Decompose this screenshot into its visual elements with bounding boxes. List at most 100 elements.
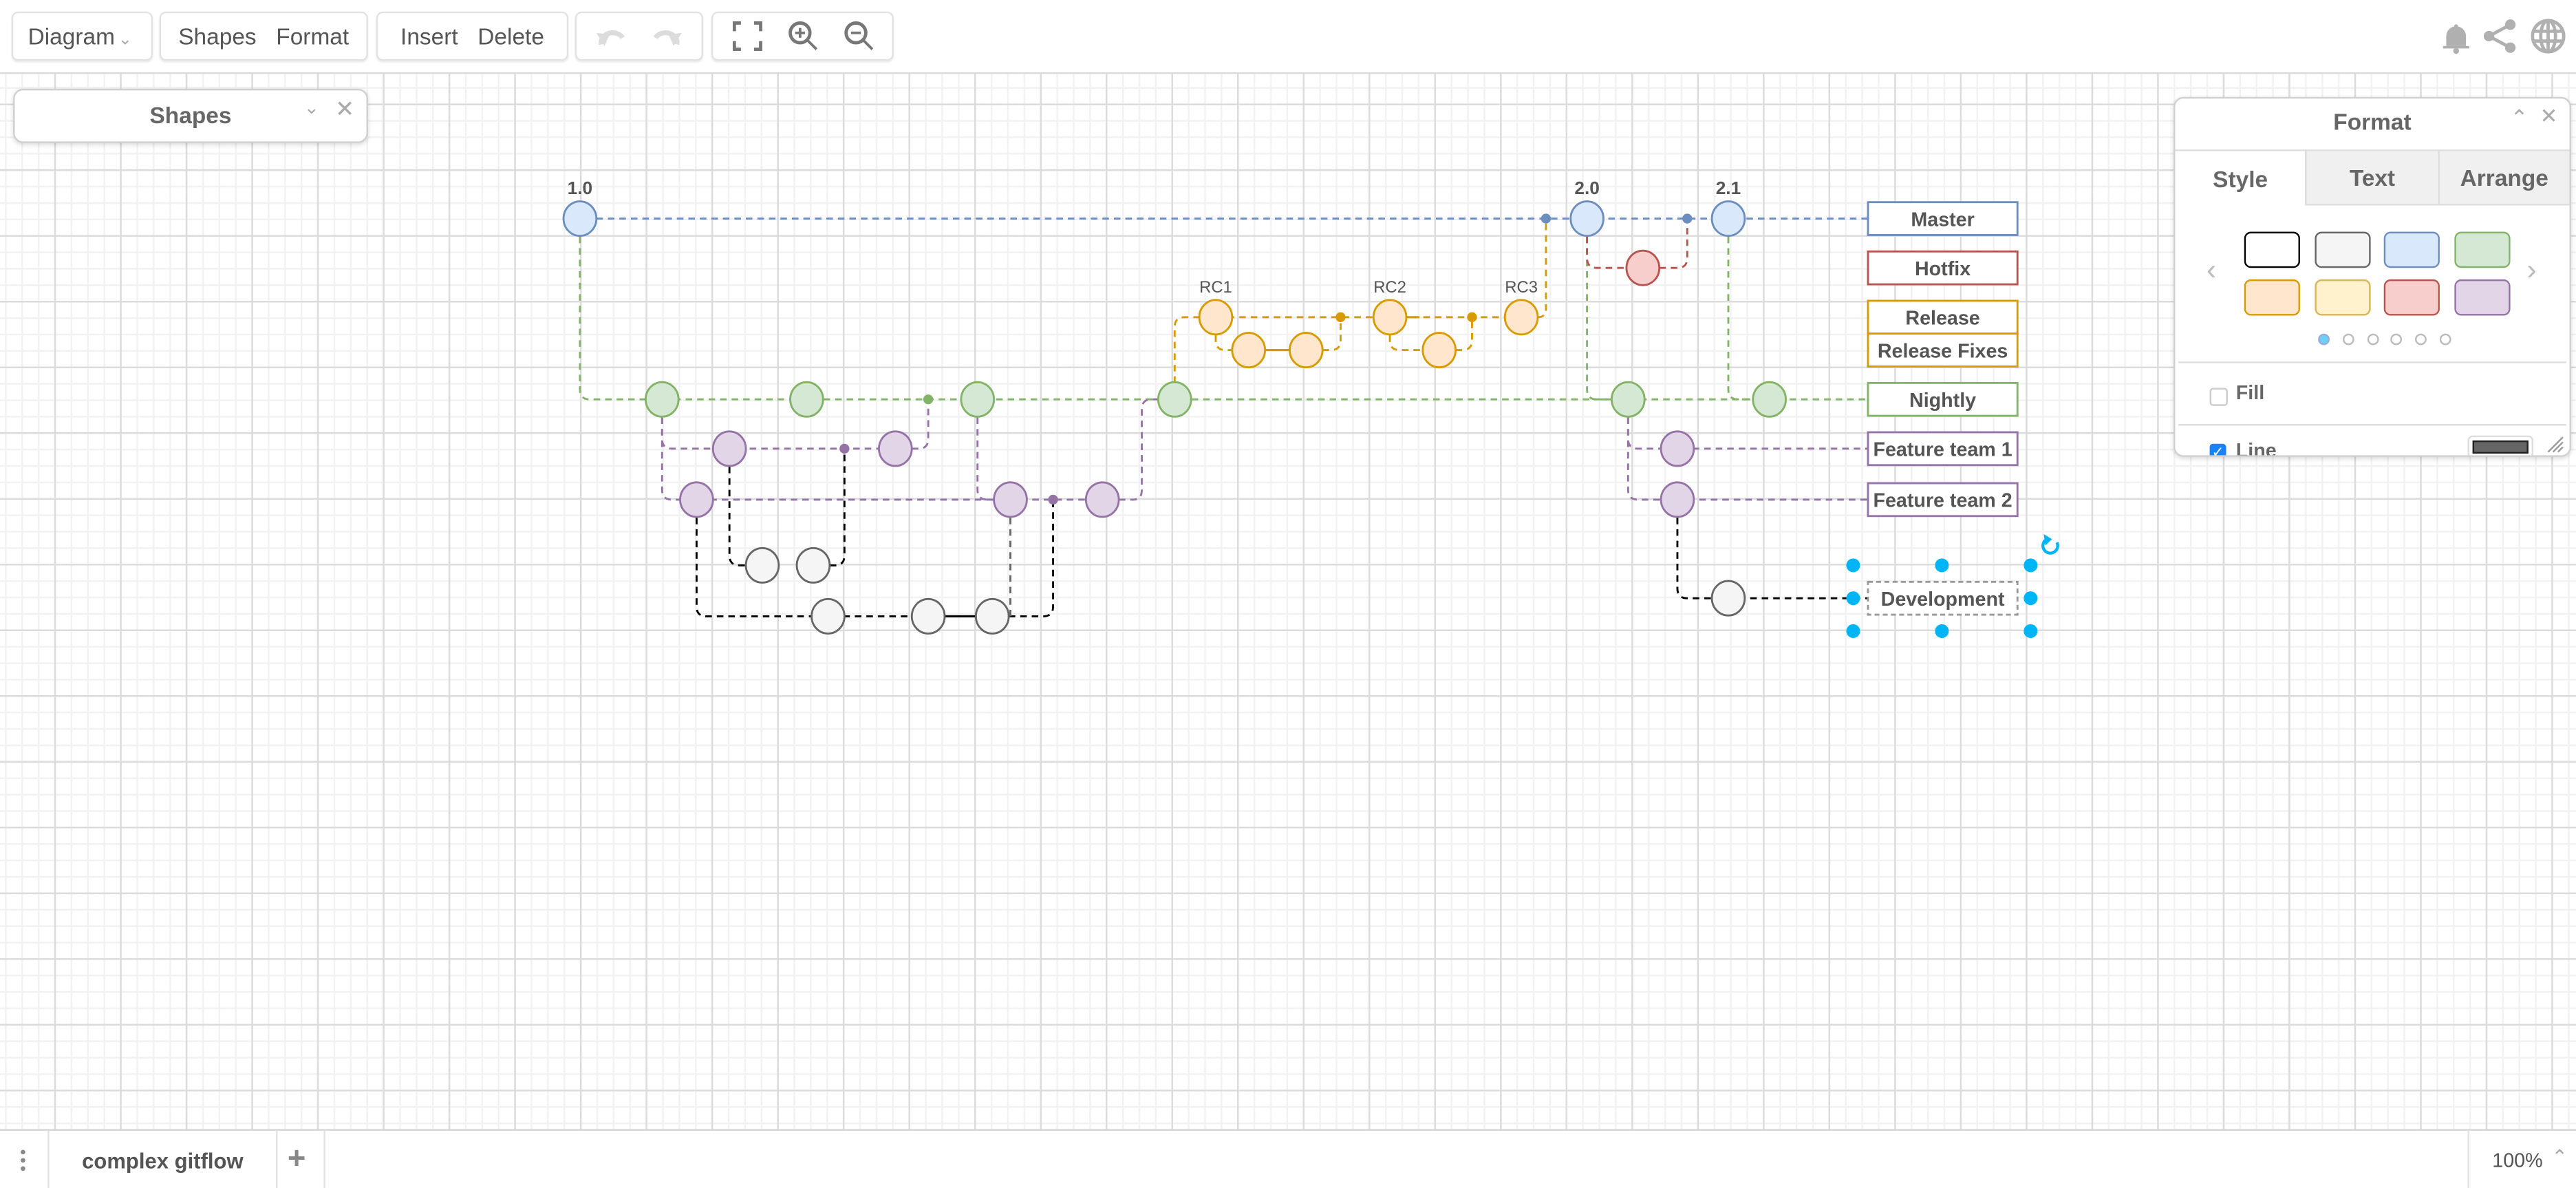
edge-dev-1[interactable]	[728, 448, 846, 566]
resize-handle[interactable]	[2024, 558, 2038, 573]
shapes-toggle-button[interactable]: Shapes	[178, 23, 257, 50]
close-icon[interactable]: ✕	[2540, 103, 2558, 129]
style-swatch[interactable]	[2383, 279, 2440, 316]
insert-button[interactable]: Insert	[400, 23, 458, 50]
chevron-down-icon[interactable]: ⌄	[303, 98, 319, 118]
zoom-out-icon[interactable]	[830, 20, 886, 53]
branch-box-nightly[interactable]	[1867, 381, 2019, 417]
chevron-up-icon[interactable]: ⌃	[2510, 105, 2529, 130]
nightly-commit[interactable]	[1157, 381, 1192, 418]
tab-text[interactable]: Text	[2305, 151, 2438, 206]
undo-icon[interactable]	[583, 23, 639, 49]
edge-nightly[interactable]	[579, 236, 1868, 401]
style-swatch[interactable]	[2454, 279, 2510, 316]
edge-feature-team-2[interactable]	[661, 398, 1159, 501]
edge-release-fixes-1[interactable]	[1214, 317, 1342, 352]
delete-button[interactable]: Delete	[477, 23, 544, 50]
edge-dev-2[interactable]	[695, 499, 1055, 617]
zoom-level[interactable]: 100%	[2492, 1149, 2543, 1172]
style-swatch[interactable]	[2244, 231, 2300, 268]
release-commit-rc3[interactable]	[1503, 299, 1539, 336]
feature-team-1-commit[interactable]	[1660, 430, 1695, 467]
dev-commit[interactable]	[1710, 580, 1746, 617]
dev-commit[interactable]	[811, 597, 846, 635]
tab-style[interactable]: Style	[2175, 151, 2306, 206]
bell-icon[interactable]	[2441, 21, 2471, 63]
branch-box-hotfix[interactable]	[1867, 250, 2019, 286]
style-swatch[interactable]	[2314, 279, 2370, 316]
merge-dot[interactable]	[1467, 312, 1477, 323]
branch-box-feature-team-2[interactable]	[1867, 482, 2019, 518]
hotfix-commit[interactable]	[1625, 249, 1661, 286]
release-fix-commit[interactable]	[1421, 332, 1457, 369]
page-dot[interactable]	[2366, 333, 2379, 346]
style-swatch[interactable]	[2314, 231, 2370, 268]
style-swatch[interactable]	[2244, 279, 2300, 316]
page-tab-complex-gitflow[interactable]: complex gitflow	[47, 1130, 278, 1188]
edge-nightly-to-ft2[interactable]	[976, 417, 994, 501]
release-fix-commit[interactable]	[1231, 332, 1267, 369]
edge-feature-team-1[interactable]	[661, 399, 930, 450]
page-dot[interactable]	[2342, 333, 2354, 346]
resize-handle[interactable]	[1846, 591, 1860, 606]
zoom-in-icon[interactable]	[775, 20, 830, 53]
fill-checkbox[interactable]	[2209, 388, 2228, 406]
merge-dot[interactable]	[839, 443, 850, 454]
nightly-commit[interactable]	[960, 381, 996, 418]
edge-2-0-to-nightly[interactable]	[1586, 236, 1612, 401]
globe-icon[interactable]	[2530, 18, 2566, 62]
edge-ft2-right[interactable]	[1627, 417, 1868, 501]
redo-icon[interactable]	[639, 23, 695, 49]
edge-release[interactable]	[1173, 218, 1547, 383]
chevron-down-icon[interactable]: ⌄	[118, 30, 132, 49]
feature-team-2-commit[interactable]	[993, 481, 1028, 518]
fullscreen-icon[interactable]	[719, 21, 775, 52]
edge-ft1-right[interactable]	[1627, 417, 1868, 450]
master-commit-1-0[interactable]	[562, 200, 598, 237]
nightly-commit[interactable]	[1752, 381, 1787, 418]
edge-2-1-to-nightly[interactable]	[1727, 236, 1753, 401]
edge-release-fixes-2[interactable]	[1388, 317, 1473, 352]
merge-dot[interactable]	[1541, 213, 1552, 224]
master-commit-2-0[interactable]	[1569, 200, 1604, 237]
line-color-button[interactable]	[2467, 435, 2533, 456]
feature-team-2-commit[interactable]	[1084, 481, 1120, 518]
branch-box-development[interactable]	[1867, 580, 2019, 616]
rotate-handle-icon[interactable]	[2041, 534, 2059, 555]
feature-team-1-commit[interactable]	[711, 430, 747, 467]
page-dot[interactable]	[2439, 333, 2451, 346]
resize-handle[interactable]	[1935, 558, 1949, 573]
feature-team-1-commit[interactable]	[878, 430, 913, 467]
merge-dot[interactable]	[923, 394, 934, 405]
resize-grip-icon[interactable]	[2546, 432, 2564, 455]
branch-box-feature-team-1[interactable]	[1867, 431, 2019, 467]
release-commit-rc1[interactable]	[1198, 299, 1234, 336]
edge-development[interactable]	[1676, 518, 1868, 600]
chevron-up-icon[interactable]: ⌃	[2551, 1145, 2568, 1169]
add-page-icon[interactable]: +	[287, 1142, 306, 1177]
dev-commit[interactable]	[974, 597, 1010, 635]
edge-hotfix[interactable]	[1586, 218, 1688, 269]
resize-handle[interactable]	[1846, 558, 1860, 573]
merge-dot[interactable]	[1335, 312, 1346, 323]
resize-handle[interactable]	[2024, 591, 2038, 606]
resize-handle[interactable]	[2024, 624, 2038, 638]
nightly-commit[interactable]	[789, 381, 824, 418]
release-commit-rc2[interactable]	[1372, 299, 1408, 336]
resize-handle[interactable]	[1846, 624, 1860, 638]
dev-commit[interactable]	[744, 547, 780, 584]
style-swatch[interactable]	[2383, 231, 2440, 268]
page-dot[interactable]	[2318, 333, 2330, 346]
share-icon[interactable]	[2482, 18, 2519, 62]
diagram-menu-button[interactable]: Diagram	[28, 23, 115, 50]
merge-dot[interactable]	[1682, 213, 1693, 224]
dev-commit[interactable]	[795, 547, 831, 584]
feature-team-2-commit[interactable]	[1660, 481, 1695, 518]
close-icon[interactable]: ✕	[335, 95, 355, 122]
merge-dot[interactable]	[1048, 494, 1058, 505]
nightly-commit[interactable]	[1610, 381, 1646, 418]
page-dot[interactable]	[2391, 333, 2403, 346]
resize-handle[interactable]	[1935, 624, 1949, 638]
release-fix-commit[interactable]	[1288, 332, 1324, 369]
diagram-canvas[interactable]	[0, 74, 2576, 1129]
